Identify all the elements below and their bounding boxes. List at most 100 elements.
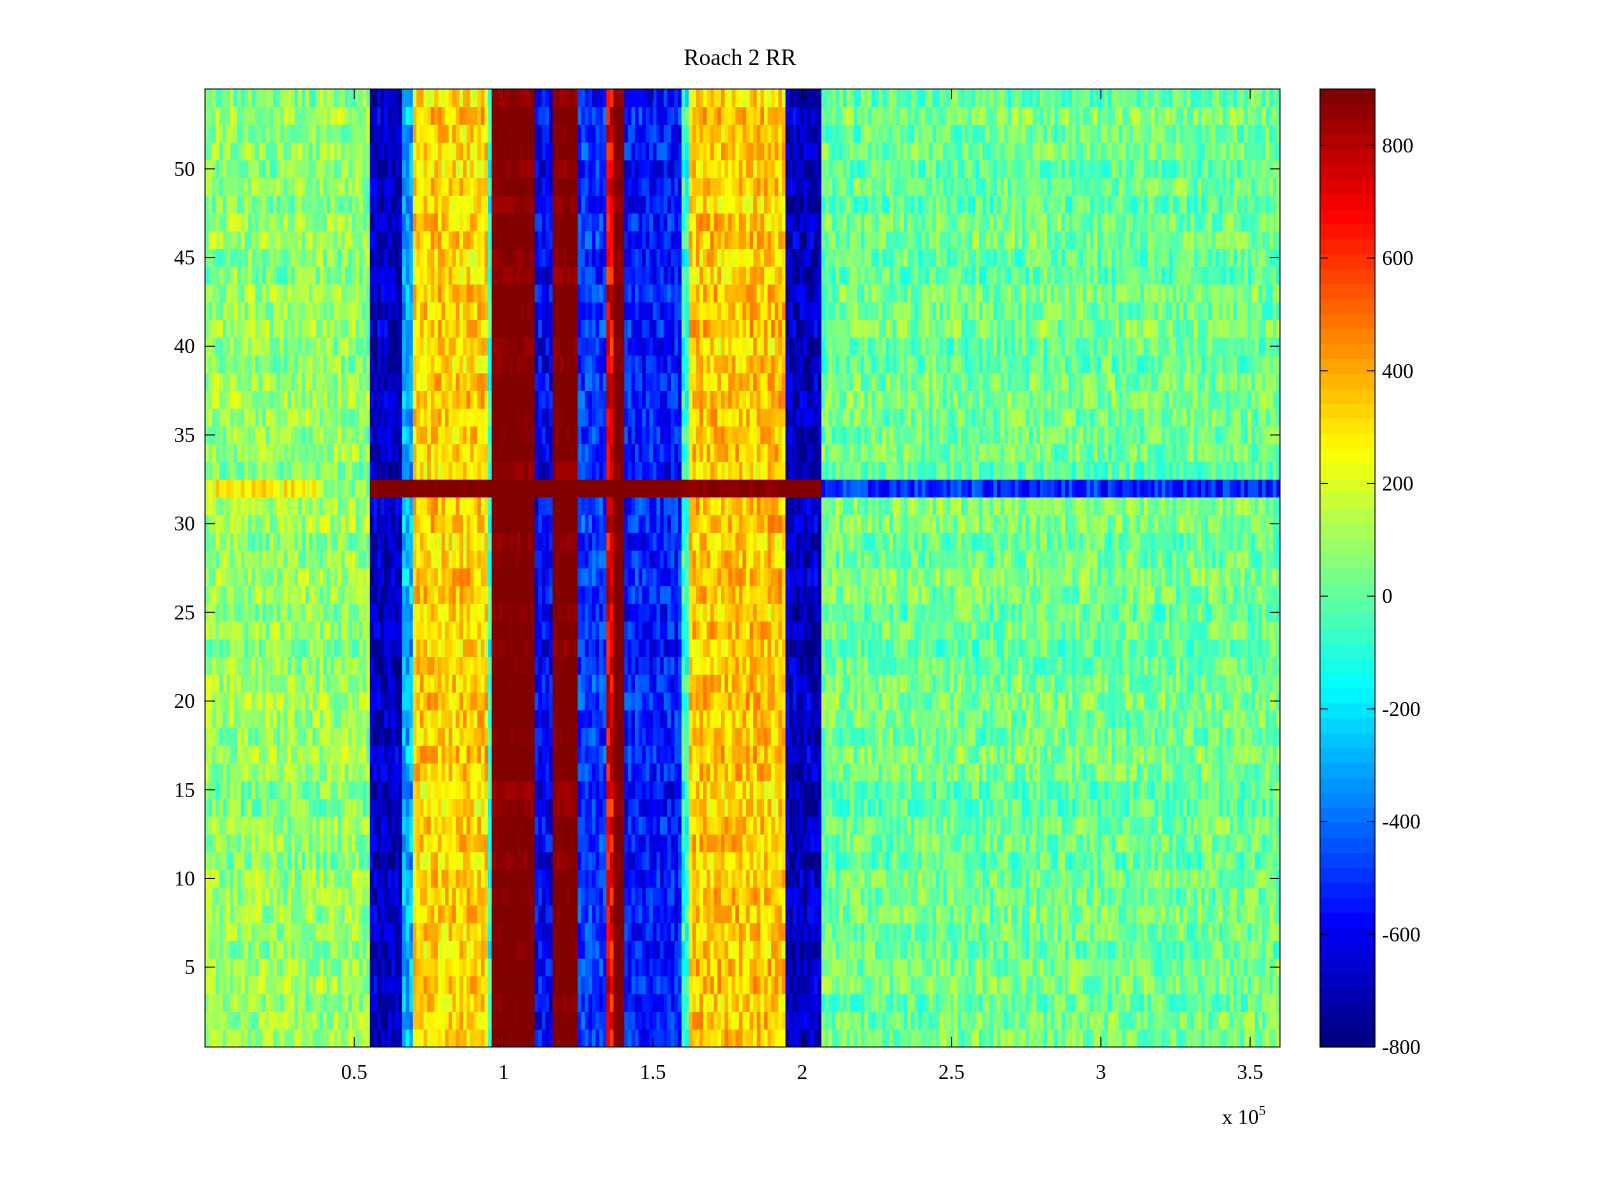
- heatmap-cell: [850, 799, 854, 817]
- heatmap-cell: [793, 816, 797, 834]
- heatmap-cell: [667, 816, 671, 834]
- heatmap-cell: [295, 834, 299, 852]
- heatmap-cell: [1001, 1029, 1005, 1047]
- heatmap-cell: [1233, 852, 1237, 870]
- heatmap-cell: [1065, 958, 1069, 976]
- heatmap-cell: [1104, 958, 1108, 976]
- heatmap-cell: [979, 958, 983, 976]
- heatmap-cell: [1183, 781, 1187, 799]
- heatmap-cell: [990, 816, 994, 834]
- heatmap-cell: [707, 941, 711, 959]
- heatmap-cell: [918, 887, 922, 905]
- heatmap-cell: [1054, 834, 1058, 852]
- heatmap-cell: [657, 870, 661, 888]
- heatmap-cell: [262, 763, 266, 781]
- heatmap-cell: [947, 887, 951, 905]
- heatmap-cell: [313, 1012, 317, 1030]
- heatmap-cell: [897, 852, 901, 870]
- heatmap-cell: [341, 799, 345, 817]
- heatmap-cell: [721, 887, 725, 905]
- heatmap-cell: [1119, 852, 1123, 870]
- heatmap-cell: [309, 763, 313, 781]
- heatmap-cell: [1147, 799, 1151, 817]
- heatmap-cell: [1029, 799, 1033, 817]
- heatmap-cell: [1266, 941, 1270, 959]
- heatmap-cell: [1147, 941, 1151, 959]
- heatmap-cell: [1255, 816, 1259, 834]
- heatmap-cell: [1026, 1029, 1030, 1047]
- heatmap-cell: [227, 994, 231, 1012]
- heatmap-cell: [1266, 905, 1270, 923]
- heatmap-cell: [567, 816, 571, 834]
- heatmap-cell: [1015, 923, 1019, 941]
- heatmap-cell: [775, 994, 779, 1012]
- heatmap-cell: [796, 763, 800, 781]
- heatmap-cell: [606, 994, 610, 1012]
- heatmap-cell: [671, 905, 675, 923]
- heatmap-cell: [743, 870, 747, 888]
- heatmap-cell: [768, 905, 772, 923]
- heatmap-cell: [1083, 799, 1087, 817]
- heatmap-cell: [904, 834, 908, 852]
- heatmap-cell: [1241, 923, 1245, 941]
- heatmap-cell: [1226, 763, 1230, 781]
- heatmap-cell: [216, 1029, 220, 1047]
- heatmap-cell: [542, 1029, 546, 1047]
- heatmap-cell: [671, 816, 675, 834]
- heatmap-cell: [714, 941, 718, 959]
- heatmap-cell: [1040, 799, 1044, 817]
- heatmap-cell: [384, 994, 388, 1012]
- heatmap-cell: [1151, 799, 1155, 817]
- heatmap-cell: [631, 923, 635, 941]
- heatmap-cell: [975, 905, 979, 923]
- heatmap-cell: [399, 994, 403, 1012]
- heatmap-cell: [327, 941, 331, 959]
- heatmap-cell: [391, 1012, 395, 1030]
- heatmap-cell: [1054, 852, 1058, 870]
- heatmap-cell: [1119, 976, 1123, 994]
- heatmap-cell: [782, 852, 786, 870]
- heatmap-cell: [685, 745, 689, 763]
- heatmap-cell: [1058, 852, 1062, 870]
- heatmap-cell: [786, 1012, 790, 1030]
- heatmap-cell: [1173, 852, 1177, 870]
- heatmap-cell: [1018, 923, 1022, 941]
- heatmap-cell: [209, 976, 213, 994]
- heatmap-cell: [596, 745, 600, 763]
- heatmap-cell: [348, 745, 352, 763]
- heatmap-cell: [556, 941, 560, 959]
- heatmap-cell: [1104, 781, 1108, 799]
- heatmap-cell: [485, 852, 489, 870]
- heatmap-cell: [1072, 852, 1076, 870]
- heatmap-cell: [477, 870, 481, 888]
- heatmap-cell: [1058, 816, 1062, 834]
- heatmap-cell: [309, 781, 313, 799]
- heatmap-cell: [513, 905, 517, 923]
- heatmap-cell: [1147, 781, 1151, 799]
- heatmap-cell: [212, 905, 216, 923]
- heatmap-cell: [338, 958, 342, 976]
- heatmap-cell: [234, 870, 238, 888]
- heatmap-cell: [950, 958, 954, 976]
- heatmap-cell: [212, 799, 216, 817]
- heatmap-cell: [606, 905, 610, 923]
- heatmap-cell: [1223, 1029, 1227, 1047]
- heatmap-cell: [685, 1012, 689, 1030]
- heatmap-cell: [1001, 923, 1005, 941]
- heatmap-cell: [1079, 1012, 1083, 1030]
- heatmap-cell: [223, 799, 227, 817]
- heatmap-cell: [588, 745, 592, 763]
- heatmap-cell: [528, 799, 532, 817]
- heatmap-cell: [363, 852, 367, 870]
- heatmap-cell: [875, 870, 879, 888]
- heatmap-cell: [366, 799, 370, 817]
- heatmap-cell: [474, 994, 478, 1012]
- heatmap-cell: [875, 1029, 879, 1047]
- heatmap-cell: [789, 870, 793, 888]
- heatmap-cell: [1248, 905, 1252, 923]
- heatmap-cell: [850, 994, 854, 1012]
- heatmap-cell: [219, 781, 223, 799]
- heatmap-cell: [234, 852, 238, 870]
- heatmap-cell: [621, 781, 625, 799]
- heatmap-cell: [499, 923, 503, 941]
